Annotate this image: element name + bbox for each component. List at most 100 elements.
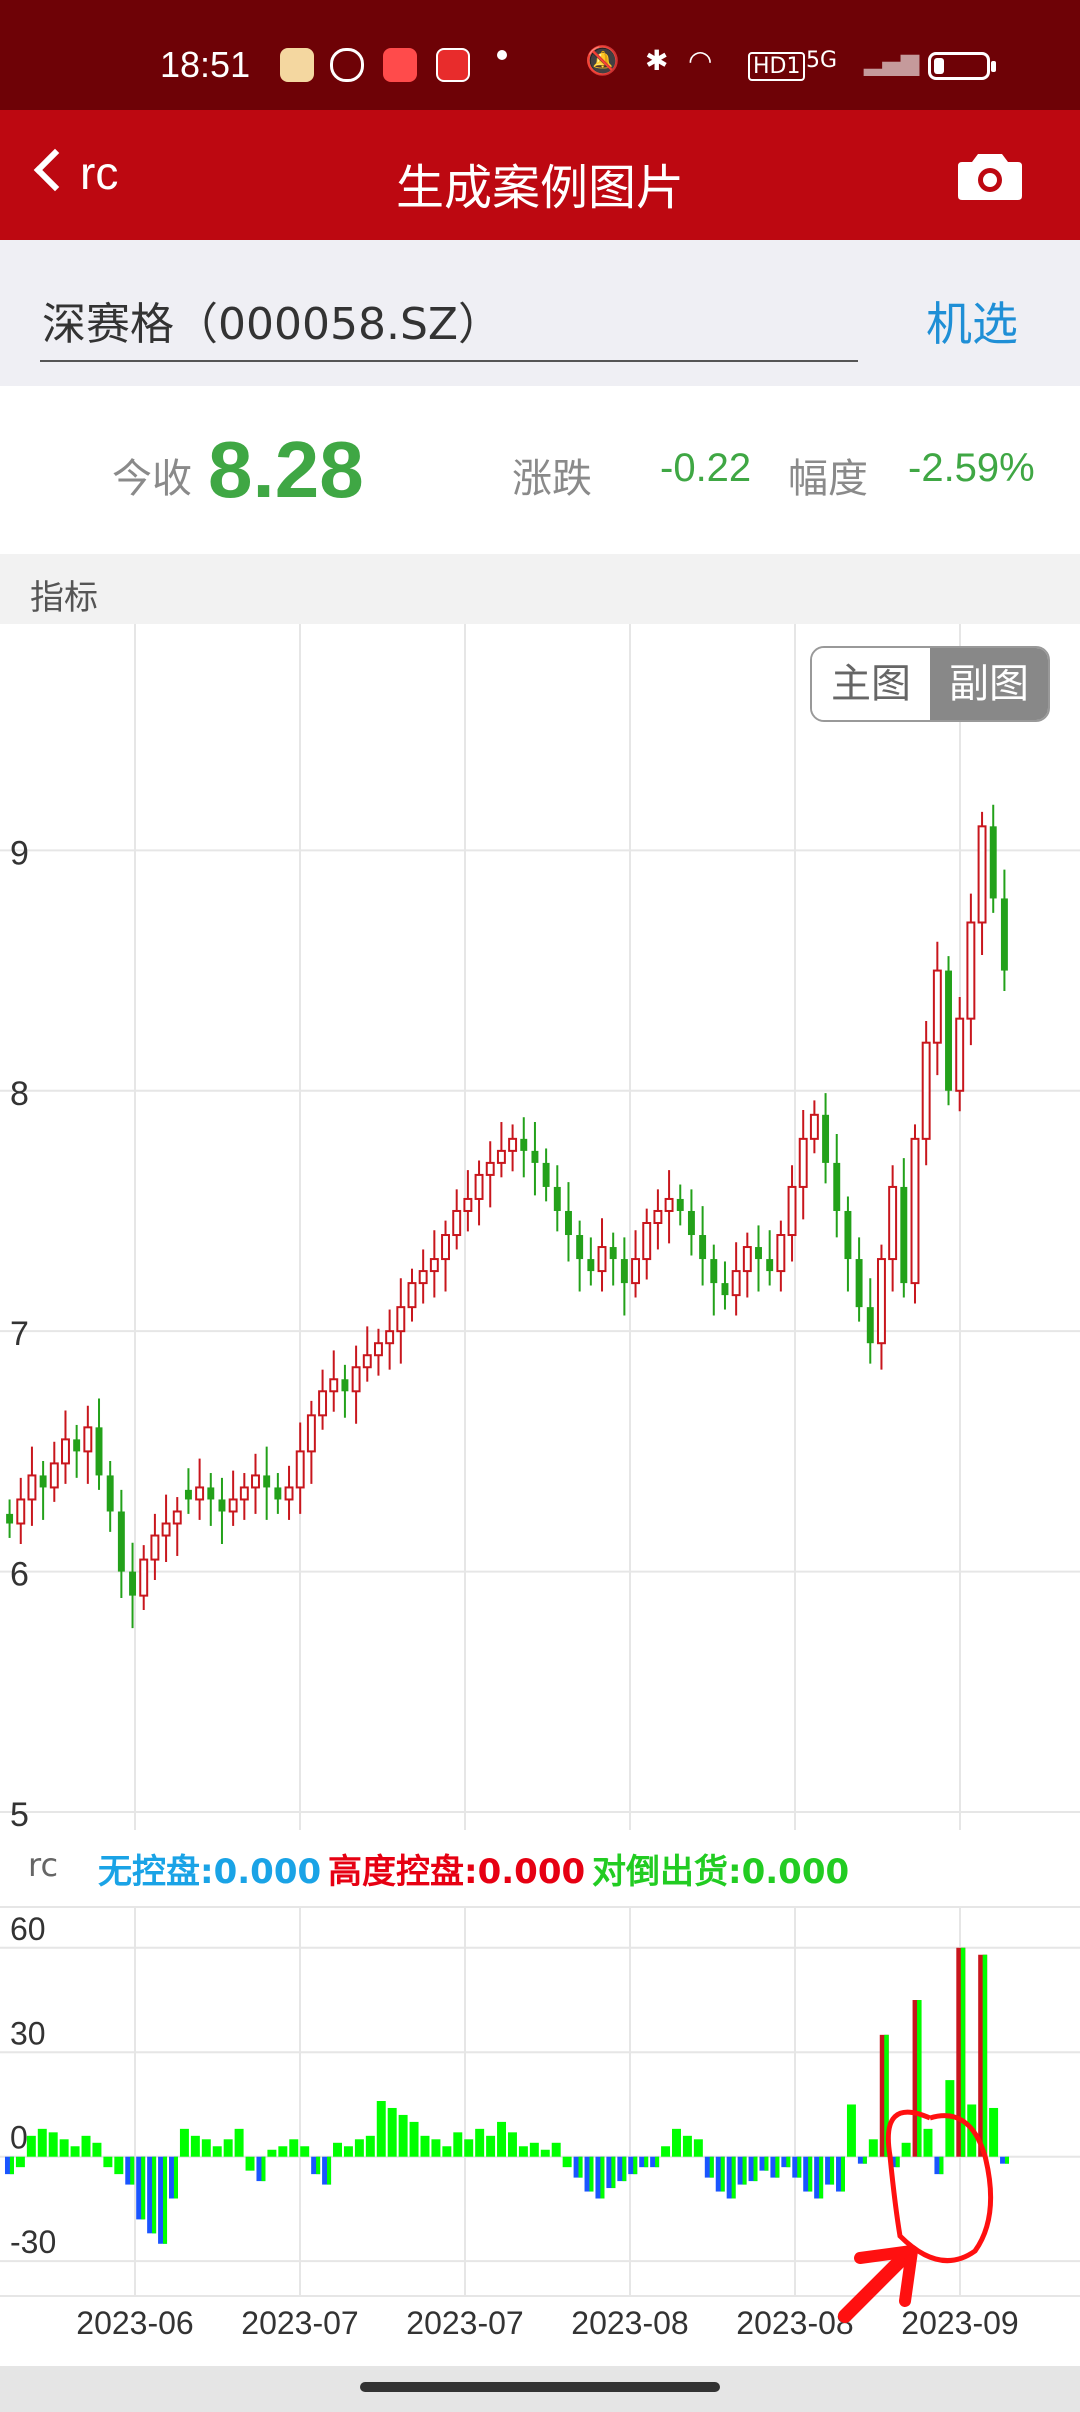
indicator-bar [486, 2135, 496, 2157]
indicator-bar-overlay [939, 2156, 944, 2175]
candle-down [833, 1162, 841, 1211]
candle-up [597, 1246, 607, 1273]
indicator-bar-overlay [611, 2156, 616, 2189]
indicator-bar-overlay [786, 2156, 791, 2168]
y-tick-label: 8 [10, 1075, 29, 1113]
indicator-bar [103, 2156, 113, 2168]
indicator-bar [803, 2156, 813, 2192]
candle-up [429, 1258, 439, 1273]
wechat-icon [330, 48, 364, 82]
y-tick-label: 5 [10, 1796, 29, 1830]
indicator-bar [169, 2156, 178, 2199]
candle-up [139, 1558, 149, 1597]
indicator-bar [507, 2132, 517, 2157]
indicator-bar [212, 2146, 222, 2157]
x-tick-label: 2023-07 [406, 2305, 523, 2341]
indicator-bar [672, 2128, 681, 2157]
y-tick-label: 7 [10, 1315, 29, 1353]
stock-search-row: 深赛格（000058.SZ） 机选 [0, 240, 1080, 386]
candle-up [228, 1498, 238, 1513]
y-tick-label: -30 [10, 2224, 56, 2260]
candle-down [95, 1427, 103, 1476]
candle-up [295, 1450, 305, 1489]
app-notification-icon [280, 48, 314, 82]
random-pick-button[interactable]: 机选 [926, 297, 1018, 351]
candle-up [966, 921, 976, 1020]
indicator-bar-overlay [141, 2156, 146, 2220]
candle-down [822, 1114, 830, 1163]
indicator-bar [365, 2135, 375, 2157]
indicator-bar-overlay [709, 2156, 714, 2178]
indicator-bar [617, 2156, 627, 2182]
indicator-bar [442, 2146, 452, 2157]
range-value: -2.59% [908, 446, 1035, 490]
candle-down [699, 1235, 707, 1260]
indicator-bar-overlay [830, 2156, 835, 2185]
indicator-bar [923, 2128, 933, 2157]
indicator-bar-overlay [742, 2156, 747, 2185]
candle-up [742, 1246, 752, 1273]
candle-up [385, 1330, 395, 1345]
mute-icon: 🔕 [585, 44, 620, 77]
indicator-name: rc [28, 1846, 59, 1884]
indicator-bar [661, 2146, 671, 2157]
indicator-bar [562, 2156, 572, 2168]
indicator-bar [595, 2156, 605, 2199]
tab-sub-chart[interactable]: 副图 [930, 648, 1048, 720]
indicator-bar [267, 2149, 277, 2157]
candle-down [866, 1307, 874, 1344]
indicator-bar [300, 2146, 310, 2157]
indicator-bar [464, 2139, 474, 2157]
indicator-bar [92, 2142, 102, 2157]
indicator-bar [343, 2146, 353, 2157]
indicator-bar [179, 2128, 189, 2157]
indicator-bar [639, 2156, 649, 2168]
home-indicator[interactable] [360, 2382, 720, 2392]
y-tick-label: 30 [10, 2015, 46, 2051]
candle-up [27, 1474, 37, 1501]
indicator-bar [868, 2139, 878, 2157]
tab-main-chart[interactable]: 主图 [812, 648, 930, 720]
candle-down [945, 970, 952, 1091]
x-tick-label: 2023-07 [241, 2305, 358, 2341]
indicator-bar [497, 2121, 507, 2157]
indicator-bar-overlay [753, 2156, 758, 2182]
indicator-bar-chart[interactable]: 60 30 0 -30 2023-06 2023-07 2023-07 2023-08 2023… [0, 1906, 1080, 2366]
battery-icon [928, 52, 996, 80]
candle-up [731, 1270, 741, 1297]
candle-down [687, 1210, 695, 1236]
back-button[interactable]: rc [33, 146, 119, 200]
app-bar: rc 生成案例图片 [0, 110, 1080, 240]
indicator-bar [223, 2139, 233, 2157]
indicator-bar [726, 2156, 736, 2199]
candle-up [910, 1137, 920, 1285]
indicator-bar-overlay [152, 2156, 157, 2234]
candle-down [576, 1235, 584, 1260]
section-title: 指标 [30, 578, 98, 618]
stock-name-field[interactable]: 深赛格（000058.SZ） [42, 299, 503, 350]
candle-up [463, 1197, 473, 1212]
candle-up [161, 1522, 171, 1537]
indicator-bar [37, 2128, 47, 2157]
candle-down [855, 1259, 863, 1308]
indicator-bar [693, 2139, 703, 2157]
camera-icon[interactable] [958, 150, 1022, 200]
indicator-bar [431, 2139, 441, 2157]
indicator-bar [81, 2135, 91, 2157]
candle-up [83, 1426, 93, 1453]
indicator-bar [48, 2132, 58, 2157]
candle-down [263, 1475, 271, 1488]
indicator-bar-overlay [731, 2156, 736, 2199]
indicator-bar [857, 2156, 867, 2164]
indicator-bar [376, 2101, 386, 2157]
y-tick-label: 9 [10, 834, 29, 872]
back-label: rc [80, 147, 119, 199]
toutiao-icon [436, 48, 470, 82]
candle-up [485, 1161, 495, 1176]
indicator-bar [278, 2146, 288, 2157]
candlestick-chart[interactable]: 9 8 7 6 5 [0, 624, 1080, 1830]
candle-up [653, 1209, 663, 1225]
indicator-bar-overlay [633, 2156, 638, 2175]
indicator-bar-overlay [982, 1954, 988, 2157]
indicator-bar [759, 2156, 769, 2171]
